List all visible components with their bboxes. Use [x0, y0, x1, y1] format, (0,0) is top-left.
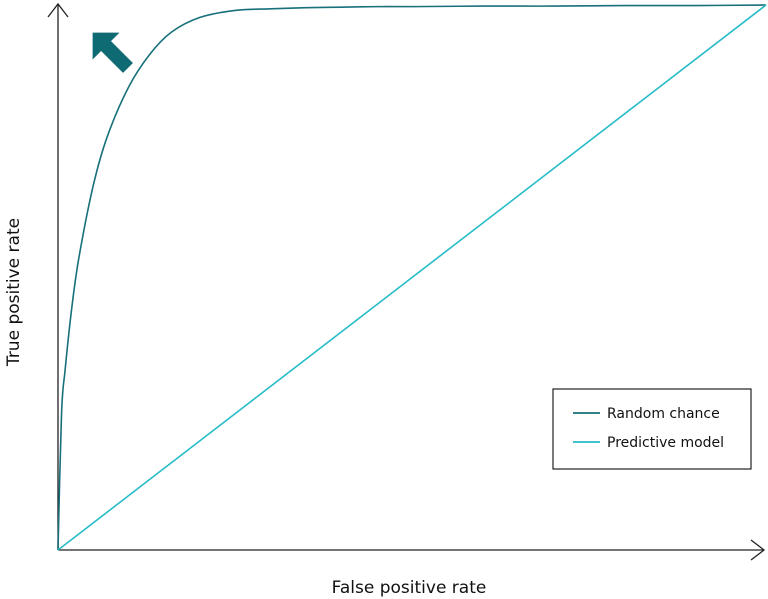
y-axis-title: True positive rate [4, 218, 24, 367]
legend: Random chance Predictive model [552, 388, 752, 470]
legend-box [552, 388, 752, 470]
series-layer [57, 4, 767, 551]
x-axis-title: False positive rate [332, 578, 487, 598]
series-line-predictive-model [57, 4, 767, 551]
up-left-arrow-icon [92, 32, 133, 73]
legend-label-predictive-model: Predictive model [607, 435, 724, 451]
y-axis-arrowhead [47, 2, 69, 18]
legend-label-random-chance: Random chance [607, 406, 720, 422]
axes [47, 2, 766, 561]
x-axis-arrowhead [750, 539, 766, 561]
series-line-random-chance [57, 4, 767, 551]
